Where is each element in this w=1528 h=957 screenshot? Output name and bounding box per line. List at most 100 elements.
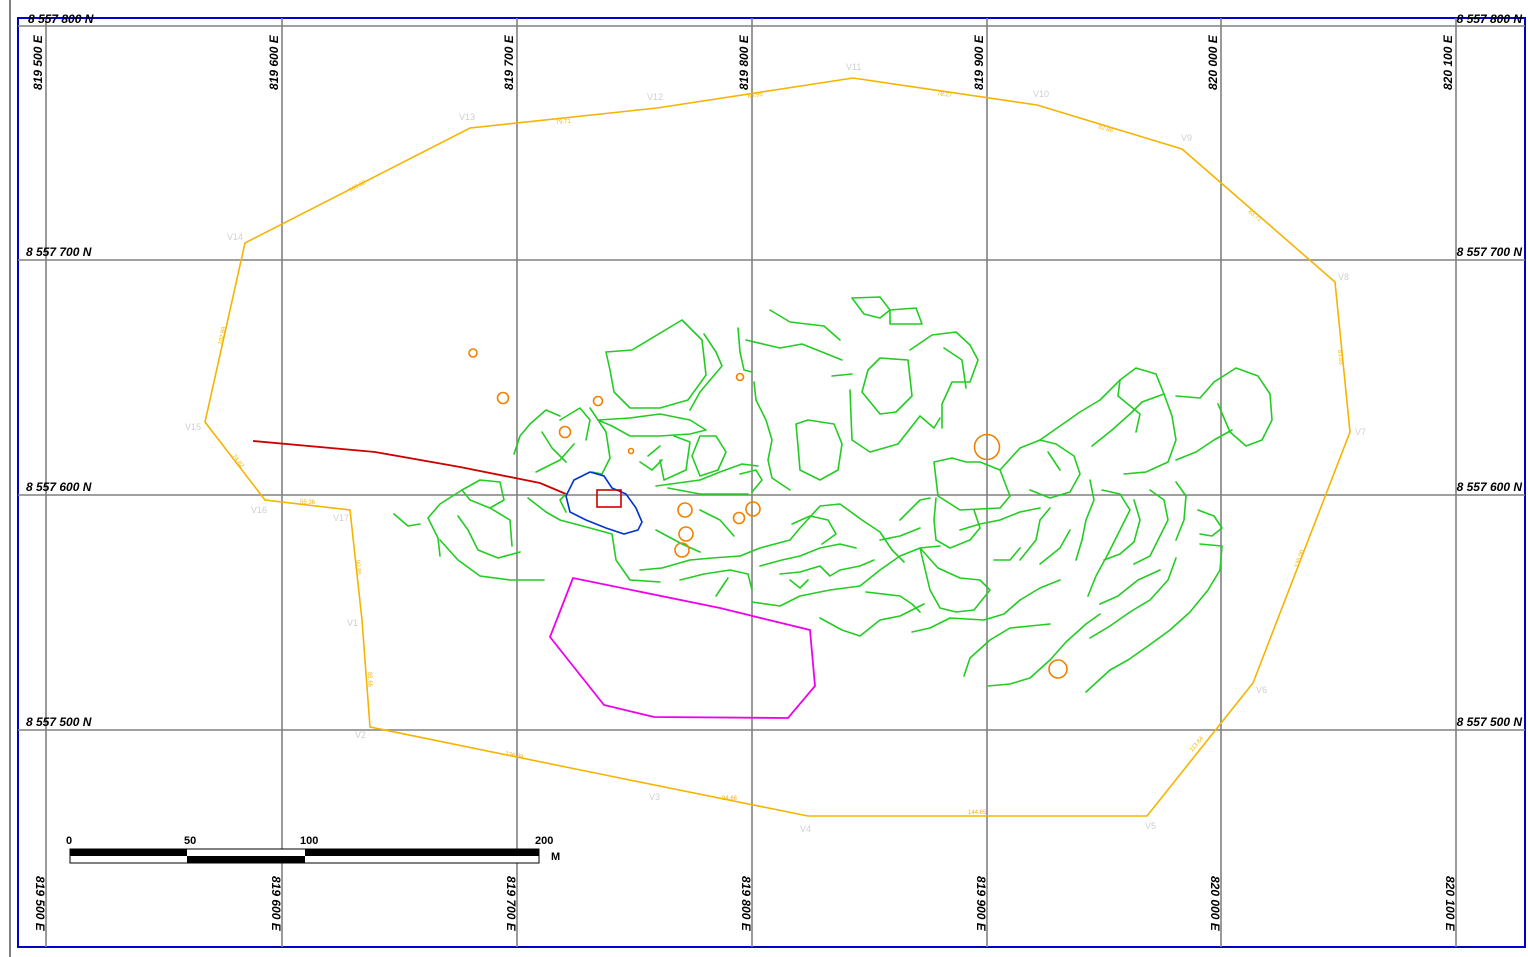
trail-path[interactable] (1019, 507, 1051, 561)
trail-path[interactable] (655, 463, 759, 487)
trail-path[interactable] (879, 527, 921, 541)
easting-label-bottom-800: 819 800 E (739, 876, 753, 932)
trail-path[interactable] (789, 579, 809, 589)
trail-path[interactable] (655, 529, 701, 553)
trail-path[interactable] (1117, 379, 1141, 433)
trail-path[interactable] (911, 579, 1061, 633)
trail-path[interactable] (791, 515, 837, 545)
red-road[interactable] (252, 440, 567, 495)
marker[interactable] (627, 447, 635, 455)
trail-path[interactable] (699, 509, 735, 537)
blue-pond[interactable] (565, 471, 643, 535)
trail-path[interactable] (393, 513, 421, 527)
marker[interactable] (674, 542, 690, 558)
magenta-zone[interactable] (548, 576, 816, 719)
trail-path[interactable] (999, 439, 1081, 499)
trail-path[interactable] (861, 357, 913, 415)
trail-path[interactable] (865, 591, 921, 613)
trail-path[interactable] (1039, 367, 1165, 447)
trail-path[interactable] (1075, 479, 1095, 561)
trail-path[interactable] (993, 547, 1021, 561)
marker[interactable] (468, 348, 478, 358)
trail-path[interactable] (1175, 367, 1273, 447)
trail-path[interactable] (1089, 557, 1177, 639)
trail-path[interactable] (919, 547, 991, 613)
trail-path[interactable] (639, 555, 741, 571)
trail-path[interactable] (779, 559, 875, 577)
green-trails[interactable] (393, 296, 1273, 693)
trail-path[interactable] (959, 507, 1041, 531)
marker[interactable] (745, 501, 761, 517)
trail-path[interactable] (647, 445, 661, 457)
trail-path[interactable] (513, 409, 561, 455)
trail-path[interactable] (909, 331, 979, 429)
trail-path[interactable] (597, 413, 707, 437)
red-structure[interactable] (596, 489, 622, 508)
marker[interactable] (732, 511, 746, 525)
property-boundary[interactable] (204, 77, 1351, 817)
trail-path[interactable] (751, 545, 941, 607)
trail-path[interactable] (753, 381, 791, 491)
trail-path[interactable] (1099, 569, 1161, 605)
trail-path[interactable] (1039, 529, 1071, 565)
orange-markers[interactable] (468, 348, 1068, 679)
trail-path[interactable] (1123, 393, 1177, 475)
trail-path[interactable] (689, 333, 723, 411)
trail-path[interactable] (535, 443, 575, 473)
trail-path[interactable] (759, 543, 857, 567)
trail-path[interactable] (1087, 489, 1131, 597)
trail-path[interactable] (933, 497, 981, 549)
trail-path[interactable] (1175, 429, 1233, 461)
marker[interactable] (678, 526, 694, 542)
trail-path[interactable] (439, 539, 545, 581)
trail-path[interactable] (541, 431, 567, 463)
marker[interactable] (1048, 659, 1068, 679)
trail-path[interactable] (1175, 481, 1187, 541)
trail-path[interactable] (1103, 499, 1141, 561)
trail-path[interactable] (1197, 509, 1223, 537)
trail-path[interactable] (715, 577, 729, 597)
trail-path[interactable] (457, 515, 521, 559)
trail-path[interactable] (667, 487, 749, 495)
trail-path[interactable] (559, 493, 567, 513)
trail-path[interactable] (1085, 543, 1223, 693)
trail-path[interactable] (795, 419, 843, 481)
trail-path[interactable] (527, 497, 661, 583)
marker[interactable] (558, 425, 572, 439)
marker[interactable] (735, 372, 745, 382)
marker[interactable] (496, 391, 510, 405)
trail-path[interactable] (589, 407, 611, 475)
trail-path[interactable] (819, 603, 925, 637)
trail-path[interactable] (831, 373, 853, 377)
trail-path[interactable] (605, 319, 707, 409)
trail-path[interactable] (691, 435, 727, 477)
trail-path[interactable] (427, 489, 463, 557)
segment-length-label: 85.66 (366, 672, 373, 688)
trail-path[interactable] (851, 296, 891, 319)
trail-path[interactable] (639, 459, 663, 471)
trail-path[interactable] (899, 497, 931, 521)
trail-path[interactable] (559, 407, 591, 441)
trail-path[interactable] (659, 435, 691, 481)
marker[interactable] (677, 502, 693, 518)
marker[interactable] (973, 433, 1001, 461)
trail-path[interactable] (739, 503, 905, 563)
trail-path[interactable] (1047, 451, 1061, 471)
trail-path[interactable] (1133, 489, 1169, 565)
segment-length-label: 83.85 (1336, 350, 1344, 366)
trail-path[interactable] (987, 613, 1101, 687)
trail-path[interactable] (737, 327, 753, 373)
marker[interactable] (592, 395, 604, 407)
trail-path[interactable] (849, 389, 941, 453)
trail-path[interactable] (745, 339, 843, 361)
trail-path[interactable] (769, 309, 841, 341)
trail-path[interactable] (933, 457, 1011, 511)
trail-path[interactable] (963, 623, 1051, 677)
trail-path[interactable] (889, 307, 923, 325)
trail-path[interactable] (489, 507, 513, 547)
trail-path[interactable] (739, 469, 763, 493)
northing-label-right-600: 8 557 600 N (1457, 480, 1523, 494)
trail-path[interactable] (943, 347, 967, 389)
trail-path[interactable] (679, 569, 753, 591)
